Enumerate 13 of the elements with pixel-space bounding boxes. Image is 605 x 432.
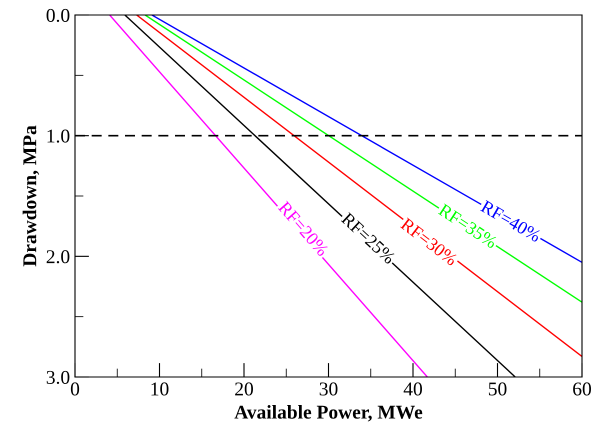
x-tick-label: 30 [320,382,338,396]
y-tick-label: 0.0 [46,8,70,22]
x-tick-label: 50 [488,382,506,396]
x-axis-title: Available Power, MWe [234,405,422,422]
y-tick-label: 3.0 [46,370,70,384]
y-tick-label: 1.0 [48,129,70,143]
x-tick-label: 40 [404,382,422,396]
x-tick-label: 0 [70,382,80,396]
x-tick-label: 10 [151,382,168,396]
y-tick-label: 2.0 [46,250,70,264]
y-axis-title: Drawdown, MPa [22,126,40,266]
x-tick-label: 60 [573,382,591,396]
x-tick-label: 20 [235,382,253,396]
